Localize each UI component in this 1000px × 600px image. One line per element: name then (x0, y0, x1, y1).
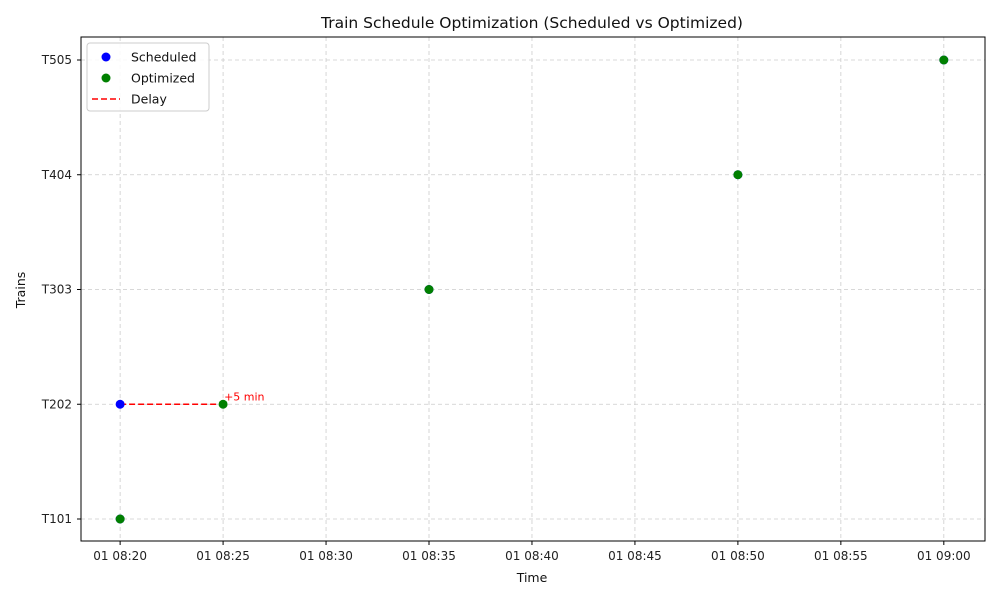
y-tick-label: T303 (41, 283, 72, 297)
legend-delay-label: Delay (131, 92, 167, 107)
x-tick-label: 01 08:50 (711, 549, 765, 563)
x-tick-label: 01 08:35 (402, 549, 456, 563)
point-optimized-t404 (733, 170, 743, 180)
legend-scheduled-marker (101, 52, 111, 62)
point-optimized-t303 (424, 285, 434, 294)
x-axis-label: Time (516, 570, 548, 585)
legend-scheduled-label: Scheduled (131, 50, 196, 65)
point-scheduled-t202 (115, 399, 125, 409)
chart-title: Train Schedule Optimization (Scheduled v… (320, 14, 743, 32)
x-tick-label: 01 09:00 (917, 549, 971, 563)
point-optimized-t101 (115, 514, 125, 524)
point-optimized-t505 (939, 55, 949, 65)
delay-labels: +5 min (224, 390, 264, 403)
x-tick-label: 01 08:30 (299, 549, 353, 563)
x-tick-label: 01 08:20 (93, 549, 147, 563)
plot-frame (80, 36, 986, 542)
legend-box (86, 42, 210, 112)
y-axis-label: Trains (13, 272, 28, 310)
grid (81, 37, 985, 541)
y-tick-label: T404 (41, 168, 72, 182)
legend-optimized-marker (101, 73, 111, 83)
point-optimized-t202 (218, 399, 228, 409)
x-tick-label: 01 08:40 (505, 549, 559, 563)
delay-label: +5 min (224, 390, 264, 403)
x-tick-label: 01 08:45 (608, 549, 662, 563)
y-tick-label: T101 (41, 512, 72, 526)
y-axis-ticks: T101 T202 T303 T404 T505 (41, 53, 81, 526)
x-axis-ticks: 01 08:20 01 08:25 01 08:30 01 08:35 01 08:40… (93, 541, 971, 563)
y-tick-label: T505 (41, 53, 72, 67)
y-tick-label: T202 (41, 397, 72, 411)
x-tick-label: 01 08:55 (814, 549, 868, 563)
legend-optimized-label: Optimized (131, 71, 195, 86)
data-points (115, 55, 949, 524)
legend: Scheduled Optimized Delay (86, 42, 210, 112)
x-tick-label: 01 08:25 (196, 549, 250, 563)
